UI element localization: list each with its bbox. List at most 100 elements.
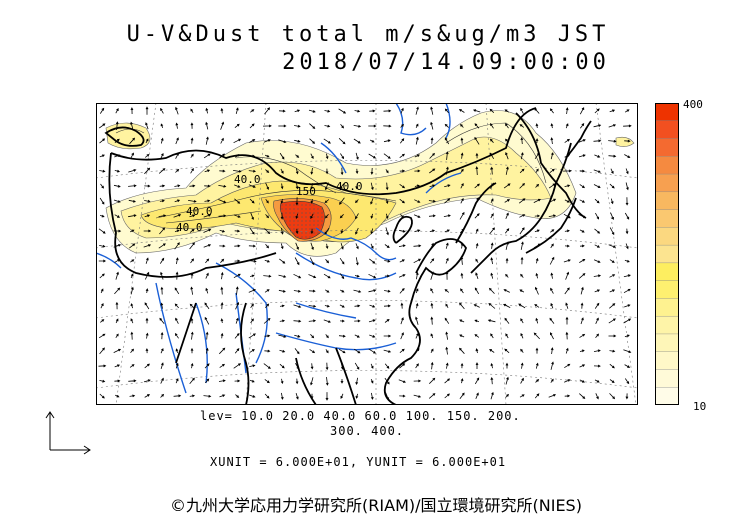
wind-vector bbox=[114, 379, 121, 383]
wind-vector bbox=[383, 109, 392, 113]
wind-vector bbox=[249, 198, 255, 204]
wind-vector bbox=[98, 364, 107, 368]
wind-vectors bbox=[98, 106, 632, 401]
wind-vector bbox=[310, 228, 314, 235]
wind-vector bbox=[295, 378, 299, 385]
wind-vector bbox=[384, 363, 390, 369]
wind-vector bbox=[264, 349, 271, 353]
wind-vector bbox=[564, 229, 570, 233]
wind-vector bbox=[459, 392, 465, 400]
wind-vector bbox=[160, 123, 164, 129]
wind-vector bbox=[353, 348, 361, 354]
wind-vector bbox=[593, 349, 601, 353]
wind-vector bbox=[625, 393, 629, 400]
wind-vector bbox=[190, 258, 194, 264]
wind-vector bbox=[159, 317, 165, 324]
wind-vector bbox=[578, 214, 587, 219]
wind-vector bbox=[444, 289, 450, 293]
wind-vector bbox=[340, 123, 345, 129]
wind-vector bbox=[115, 333, 119, 339]
wind-vector bbox=[593, 259, 601, 263]
wind-vector bbox=[249, 123, 255, 129]
wind-vector bbox=[203, 153, 211, 159]
wind-vector bbox=[399, 169, 406, 173]
wind-vector bbox=[505, 376, 509, 385]
wind-vector bbox=[145, 348, 149, 354]
wind-vector bbox=[340, 242, 344, 250]
wind-vector bbox=[158, 243, 166, 249]
wind-vector bbox=[384, 377, 390, 385]
wind-vector bbox=[99, 169, 106, 173]
wind-vector bbox=[339, 304, 345, 308]
wind-vector bbox=[429, 377, 436, 384]
wind-vector bbox=[550, 287, 554, 294]
wind-vector bbox=[429, 229, 436, 233]
wind-vector bbox=[160, 331, 164, 340]
wind-vector bbox=[355, 199, 359, 204]
wind-vector bbox=[263, 139, 271, 143]
wind-vector bbox=[385, 182, 389, 191]
wind-vector bbox=[308, 109, 316, 113]
wind-vector bbox=[113, 199, 121, 203]
wind-vector bbox=[128, 199, 137, 203]
wind-vector bbox=[99, 273, 105, 279]
wind-vector bbox=[535, 183, 540, 188]
wind-vector bbox=[399, 153, 405, 159]
wind-vector bbox=[325, 243, 329, 250]
wind-vector bbox=[190, 122, 194, 129]
wind-vector bbox=[520, 362, 524, 369]
wind-vector bbox=[128, 379, 137, 383]
wind-vector bbox=[160, 286, 164, 295]
colorbar-swatch bbox=[655, 280, 679, 300]
wind-vector bbox=[609, 259, 615, 263]
wind-vector bbox=[398, 244, 406, 248]
wind-vector bbox=[353, 289, 362, 293]
wind-vector bbox=[385, 227, 389, 236]
wind-vector bbox=[624, 212, 630, 220]
wind-vector bbox=[414, 169, 421, 173]
wind-vector bbox=[340, 393, 344, 399]
wind-vector bbox=[488, 302, 496, 309]
wind-vector bbox=[609, 393, 616, 400]
wind-vector bbox=[340, 167, 344, 176]
wind-vector bbox=[445, 362, 449, 369]
wind-vector bbox=[594, 289, 601, 293]
wind-vector bbox=[175, 348, 179, 354]
contour-label: 40.0 bbox=[186, 205, 213, 218]
wind-vector bbox=[520, 256, 524, 265]
wind-vector bbox=[370, 378, 374, 384]
wind-vector bbox=[144, 167, 151, 175]
wind-vector bbox=[430, 137, 434, 144]
wind-vector bbox=[279, 349, 286, 353]
wind-vector bbox=[415, 332, 419, 339]
wind-vector bbox=[294, 257, 300, 266]
wind-vector bbox=[490, 376, 494, 385]
wind-vector bbox=[505, 393, 509, 398]
wind-vector bbox=[145, 332, 149, 339]
wind-vector bbox=[414, 154, 420, 158]
wind-vector bbox=[265, 243, 270, 249]
wind-vector bbox=[310, 213, 314, 219]
wind-vector bbox=[324, 109, 331, 113]
wind-vector bbox=[594, 302, 600, 309]
wind-vector bbox=[624, 259, 630, 263]
wind-vector bbox=[294, 124, 301, 128]
wind-vector bbox=[175, 137, 179, 145]
wind-vector bbox=[565, 302, 569, 309]
wind-vector bbox=[340, 289, 345, 293]
wind-vector bbox=[535, 347, 539, 354]
wind-vector bbox=[295, 392, 299, 400]
wind-vector bbox=[175, 317, 179, 324]
wind-vector bbox=[593, 274, 602, 278]
wind-vector bbox=[535, 317, 539, 324]
wind-vector bbox=[430, 106, 434, 115]
wind-vector bbox=[624, 378, 630, 385]
wind-vector bbox=[218, 214, 227, 218]
wind-vector bbox=[355, 213, 359, 220]
wind-vector bbox=[550, 137, 554, 145]
wind-vector bbox=[623, 349, 632, 353]
wind-vector bbox=[580, 286, 584, 295]
wind-vector bbox=[99, 393, 105, 399]
wind-vector bbox=[189, 214, 196, 218]
wind-vector bbox=[280, 198, 284, 204]
